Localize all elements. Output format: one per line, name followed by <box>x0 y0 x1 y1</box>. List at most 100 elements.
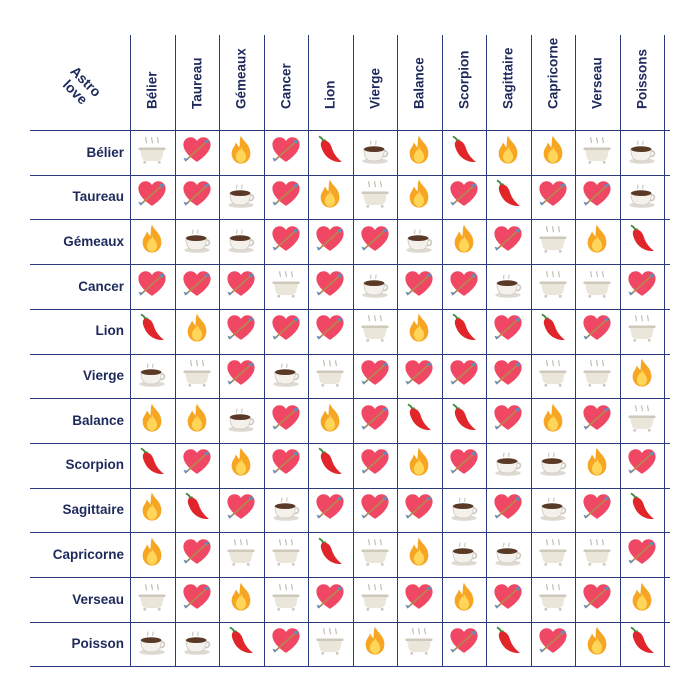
grid-cell <box>620 532 664 576</box>
grid-cell <box>130 309 174 353</box>
pepper-icon <box>625 222 659 261</box>
grid-cell <box>442 175 486 219</box>
column-header-cancer: Cancer <box>264 35 308 130</box>
fire-icon <box>224 445 258 484</box>
heart-icon <box>625 535 659 574</box>
grid-cell <box>130 577 174 621</box>
fire-icon <box>402 535 436 574</box>
grid-cell <box>575 130 619 174</box>
grid-cell <box>264 354 308 398</box>
coffee-icon <box>491 535 525 574</box>
grid-cell <box>353 398 397 442</box>
fire-icon <box>447 222 481 261</box>
heart-icon <box>447 356 481 395</box>
row-header-lion: Lion <box>95 323 125 339</box>
grid-cell <box>175 398 219 442</box>
fire-icon <box>402 311 436 350</box>
grid-cell <box>397 264 441 308</box>
grid-horizontal-line <box>30 264 670 266</box>
coffee-icon <box>135 624 169 663</box>
grid-cell <box>175 130 219 174</box>
heart-icon <box>269 222 303 261</box>
column-header-taureau: Taureau <box>175 35 219 130</box>
coffee-icon <box>447 535 481 574</box>
grid-cell <box>486 354 530 398</box>
heart-icon <box>447 445 481 484</box>
bath-icon <box>625 401 659 440</box>
column-header-label: Balance <box>411 57 427 109</box>
heart-icon <box>313 580 347 619</box>
column-header-label: Poissons <box>634 48 649 109</box>
grid-cell <box>353 175 397 219</box>
fire-icon <box>135 401 169 440</box>
column-header-label: Capricorne <box>545 37 560 109</box>
grid-cell <box>620 577 664 621</box>
coffee-icon <box>402 222 436 261</box>
row-header-capricorne: Capricorne <box>52 546 124 562</box>
grid-cell <box>130 398 174 442</box>
coffee-icon <box>269 490 303 529</box>
heart-icon <box>269 177 303 216</box>
bath-icon <box>224 535 258 574</box>
fire-icon <box>224 580 258 619</box>
coffee-icon <box>625 133 659 172</box>
grid-cell <box>620 219 664 263</box>
fire-icon <box>536 401 570 440</box>
bath-icon <box>313 356 347 395</box>
heart-icon <box>224 311 258 350</box>
heart-icon <box>491 580 525 619</box>
grid-cell <box>219 398 263 442</box>
grid-cell <box>575 219 619 263</box>
grid-vertical-line <box>441 35 443 667</box>
row-header-gemeaux: Gémeaux <box>63 233 124 249</box>
column-header-label: Gémeaux <box>233 48 249 109</box>
heart-icon <box>402 267 436 306</box>
bath-icon <box>536 267 570 306</box>
grid-cell <box>575 532 619 576</box>
column-header-label: Scorpion <box>456 50 471 109</box>
grid-cell <box>130 264 174 308</box>
grid-cell <box>308 398 352 442</box>
bath-icon <box>135 580 169 619</box>
bath-icon <box>180 356 214 395</box>
grid-cell <box>531 398 575 442</box>
bath-icon <box>625 311 659 350</box>
grid-cell <box>575 622 619 666</box>
grid-cell <box>130 443 174 487</box>
column-header-label: Vierge <box>367 67 382 109</box>
heart-icon <box>625 445 659 484</box>
coffee-icon <box>135 356 169 395</box>
grid-cell <box>620 264 664 308</box>
grid-horizontal-line <box>30 621 670 623</box>
grid-cell <box>575 443 619 487</box>
grid-vertical-line <box>619 35 621 667</box>
grid-cell <box>175 488 219 532</box>
grid-cell <box>219 488 263 532</box>
row-header-balance: Balance <box>72 412 124 428</box>
grid-cell <box>219 622 263 666</box>
grid-cell <box>219 577 263 621</box>
fire-icon <box>402 445 436 484</box>
grid-cell <box>620 309 664 353</box>
heart-icon <box>180 445 214 484</box>
fire-icon <box>580 624 614 663</box>
grid-cell <box>264 532 308 576</box>
grid-cell <box>531 488 575 532</box>
fire-icon <box>358 624 392 663</box>
coffee-icon <box>224 401 258 440</box>
pepper-icon <box>402 401 436 440</box>
column-header-label: Taureau <box>189 57 204 109</box>
fire-icon <box>180 311 214 350</box>
grid-cell <box>486 622 530 666</box>
grid-cell <box>397 130 441 174</box>
grid-cell <box>175 309 219 353</box>
column-header-verseau: Verseau <box>575 35 619 130</box>
grid-cell <box>130 622 174 666</box>
heart-icon <box>313 490 347 529</box>
grid-cell <box>486 577 530 621</box>
bath-icon <box>269 535 303 574</box>
bath-icon <box>358 580 392 619</box>
row-header-vierge: Vierge <box>82 368 124 383</box>
fire-icon <box>313 401 347 440</box>
